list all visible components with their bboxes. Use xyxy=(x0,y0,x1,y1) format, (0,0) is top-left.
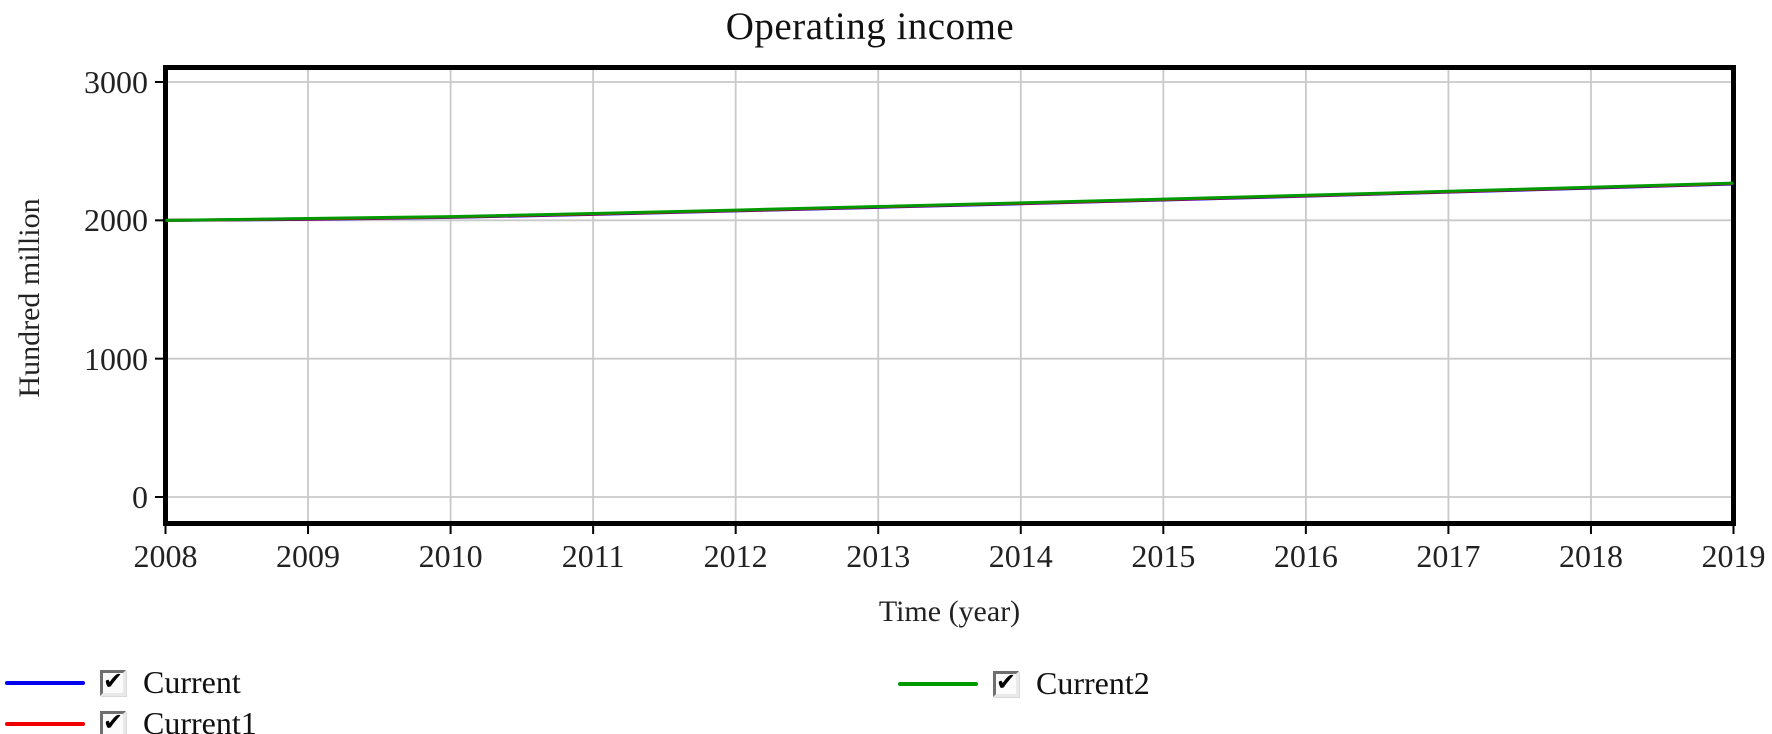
x-tick-label-2016: 2016 xyxy=(1273,538,1338,574)
checkmark-icon: ✔ xyxy=(102,708,124,734)
legend-item-current2: ✔ Current2 xyxy=(898,665,1150,702)
x-tick-label-2012: 2012 xyxy=(703,538,768,574)
x-tick-label-2015: 2015 xyxy=(1131,538,1196,574)
legend-item-current: ✔ Current xyxy=(5,664,241,701)
y-axis-title: Hundred million xyxy=(13,198,46,398)
checkmark-icon: ✔ xyxy=(102,667,124,695)
plot-area xyxy=(151,61,1748,534)
x-tick-label-2019: 2019 xyxy=(1701,538,1766,574)
legend-label-current2: Current2 xyxy=(1036,665,1150,701)
x-tick-label-2013: 2013 xyxy=(846,538,911,574)
legend-line-sample-current xyxy=(5,680,85,685)
x-tick-label-2011: 2011 xyxy=(561,538,625,574)
plot-svg xyxy=(155,65,1736,534)
y-tick-label-1000: 1000 xyxy=(84,340,148,377)
legend-item-current1: ✔ Current1 xyxy=(5,705,257,734)
x-tick-label-2014: 2014 xyxy=(988,538,1053,574)
legend-checkbox-current2[interactable]: ✔ xyxy=(993,668,1019,697)
legend-checkbox-current1[interactable]: ✔ xyxy=(100,708,126,734)
y-tick-label-2000: 2000 xyxy=(84,202,148,239)
legend-line-sample-current2 xyxy=(898,681,978,686)
x-axis-title: Time (year) xyxy=(878,595,1021,628)
legend-label-current: Current xyxy=(143,664,241,700)
x-tick-label-2010: 2010 xyxy=(418,538,483,574)
x-tick-label-2008: 2008 xyxy=(133,538,198,574)
legend-checkbox-current[interactable]: ✔ xyxy=(100,667,126,696)
x-tick-label-2017: 2017 xyxy=(1416,538,1481,574)
chart-title: Operating income xyxy=(725,5,1015,48)
legend-label-current1: Current1 xyxy=(143,705,257,734)
checkmark-icon: ✔ xyxy=(995,668,1017,696)
y-tick-label-3000: 3000 xyxy=(84,64,148,100)
x-tick-label-2018: 2018 xyxy=(1558,538,1623,574)
x-tick-label-2009: 2009 xyxy=(276,538,341,574)
y-tick-label-0: 0 xyxy=(132,479,148,515)
legend-line-sample-current1 xyxy=(5,721,85,726)
